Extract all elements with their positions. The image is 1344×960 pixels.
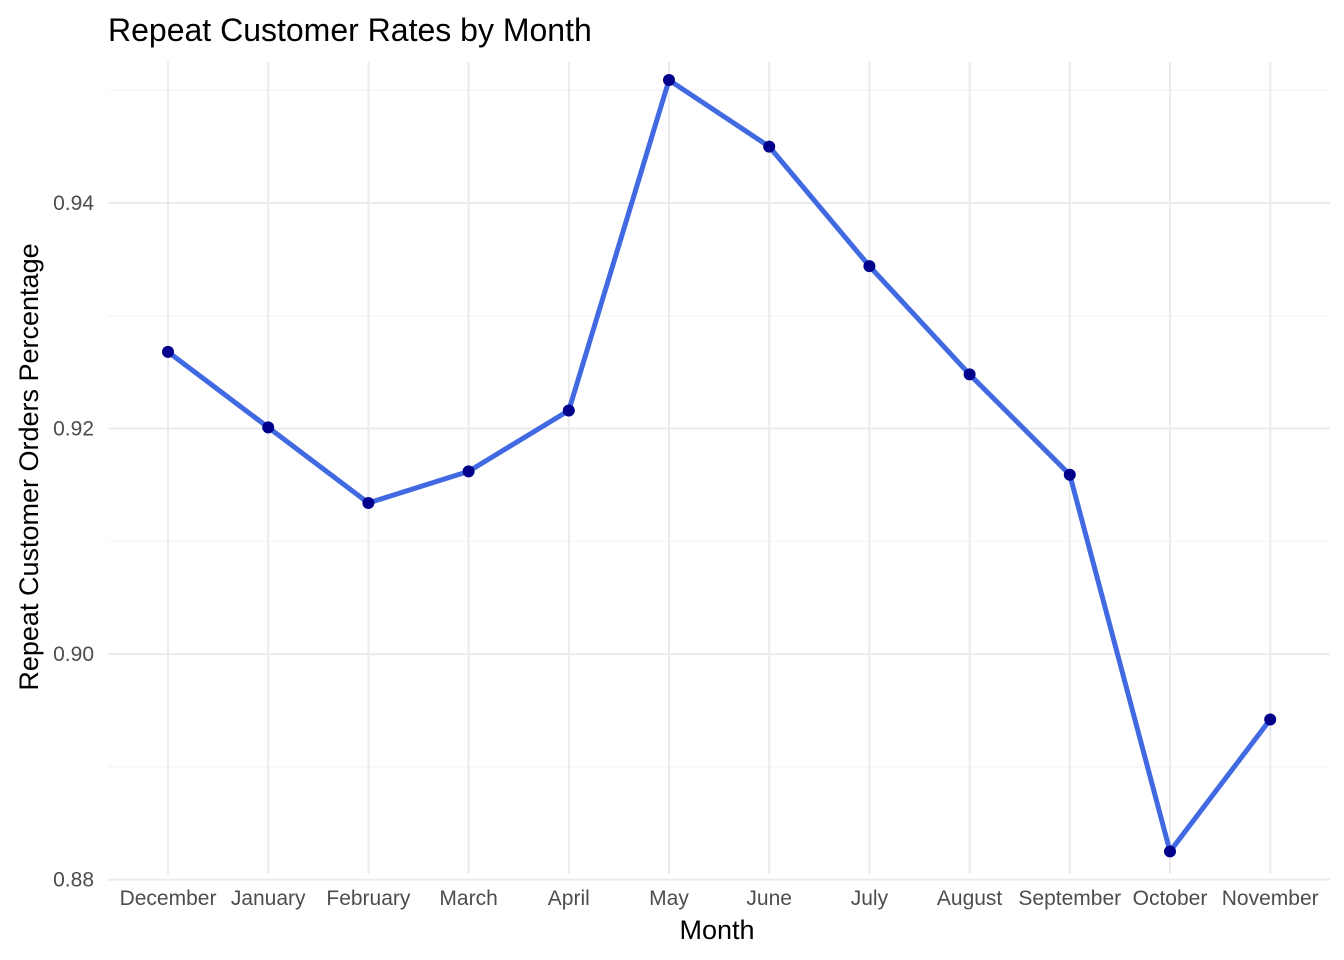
data-point-july (863, 260, 876, 273)
data-point-november (1264, 713, 1277, 726)
y-tick-label: 0.92 (53, 418, 94, 441)
x-tick-label: June (746, 887, 792, 910)
data-point-october (1164, 845, 1176, 858)
x-tick-label: July (851, 887, 889, 910)
data-point-january (262, 421, 275, 434)
data-point-september (1063, 468, 1076, 481)
chart-title: Repeat Customer Rates by Month (108, 12, 592, 48)
x-tick-label: January (231, 887, 306, 910)
grid (108, 62, 1330, 881)
y-tick-label: 0.94 (53, 192, 94, 215)
x-tick-label: September (1018, 887, 1121, 910)
x-tick-label: May (649, 887, 689, 910)
x-tick-label: April (548, 887, 590, 910)
x-tick-label: March (439, 887, 497, 910)
data-point-december (162, 345, 174, 358)
x-tick-label: October (1133, 887, 1208, 910)
series-layer (162, 74, 1277, 858)
x-tick-label: November (1222, 887, 1319, 910)
y-tick-label: 0.90 (53, 643, 94, 666)
data-point-april (562, 404, 575, 417)
y-axis-title: Repeat Customer Orders Percentage (14, 243, 44, 690)
data-point-june (763, 140, 776, 153)
data-point-february (362, 496, 375, 509)
x-tick-label: February (326, 887, 411, 910)
data-point-may (663, 74, 675, 87)
x-axis-title: Month (679, 915, 754, 945)
x-tick-label: December (120, 887, 217, 910)
x-tick-label: August (937, 887, 1003, 910)
y-tick-label: 0.88 (53, 869, 94, 892)
data-point-march (462, 465, 475, 478)
series-line (165, 77, 1273, 854)
x-axis-ticks: December January February March April May June… (120, 887, 1319, 910)
y-axis-ticks: 0.88 0.90 0.92 0.94 (53, 192, 94, 892)
data-point-august (963, 368, 976, 381)
